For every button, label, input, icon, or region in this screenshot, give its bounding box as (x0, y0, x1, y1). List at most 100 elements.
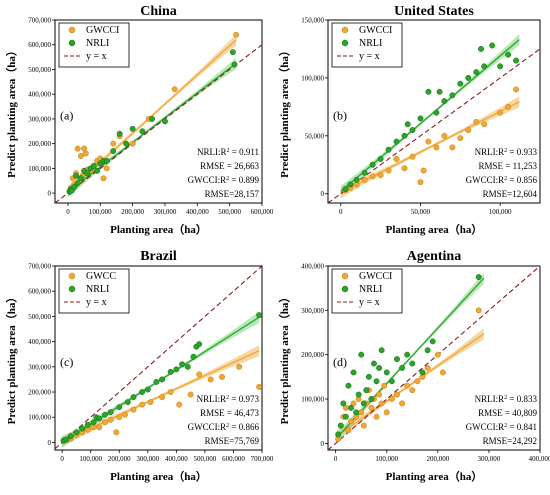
china-x-tick-label: 400,000 (186, 208, 209, 216)
united-states-legend-marker (341, 26, 349, 34)
china-x-tick-label: 600,000 (251, 208, 274, 216)
argentina-gwcci-point (376, 391, 383, 398)
united-states-y-axis-label: Predict planting area（ha） (278, 45, 291, 178)
brazil-gwcci-point (256, 384, 262, 390)
brazil-nrli-point (190, 353, 197, 360)
argentina-stat-annotation: GWCCI:R2 = 0.841 (466, 422, 537, 432)
brazil-stat-annotation: NRLI:R2 = 0.973 (197, 394, 260, 404)
argentina-nrli-point (371, 360, 377, 367)
argentina-legend-marker (341, 272, 349, 280)
china-y-tick-label: 100,000 (28, 165, 51, 173)
brazil-nrli-point (153, 378, 160, 385)
china-y-axis-label: Predict planting area（ha） (5, 45, 18, 178)
china-y-tick-label: 0 (48, 190, 52, 198)
brazil-gwcci-point (139, 401, 146, 408)
argentina-x-tick-label: 400,000 (529, 455, 550, 463)
united-states-gwcci-point (377, 172, 384, 179)
argentina-legend: GWCCI NRLI y = x (331, 268, 403, 314)
united-states-stat-annotation: RMSE = 11,253 (479, 161, 538, 171)
brazil-x-tick-label: 600,000 (222, 455, 245, 463)
united-states-gwcci-point (385, 167, 392, 174)
argentina-nrli-point (429, 338, 436, 345)
united-states-nrli-point (385, 146, 392, 153)
argentina-stat-annotation: RMSE = 40,809 (478, 408, 537, 418)
argentina-nrli-point (363, 387, 370, 394)
brazil-x-tick-label: 400,000 (165, 455, 188, 463)
argentina-panel-label: (d) (333, 355, 347, 369)
brazil-y-tick-label: 300,000 (28, 363, 51, 371)
argentina-x-tick-label: 0 (334, 455, 338, 463)
argentina-stat-annotation: NRLI:R2 = 0.833 (475, 394, 538, 404)
united-states-y-tick-label: 150,000 (301, 17, 324, 25)
china-y-tick-label: 200,000 (28, 140, 51, 148)
china-nrli-point (71, 183, 78, 190)
brazil-gwcci-point (116, 414, 123, 421)
united-states-stat-annotation: GWCCI:R2 = 0.856 (466, 175, 538, 185)
united-states-y-tick-label: 0 (321, 190, 325, 198)
argentina-gwcci-point (388, 396, 395, 402)
united-states-nrli-point (513, 57, 520, 64)
united-states-nrli-point (497, 63, 504, 70)
brazil-nrli-point (173, 366, 180, 373)
brazil-gwcci-point (122, 411, 128, 418)
united-states-nrli-point (505, 51, 512, 58)
brazil-gwcci-point (147, 399, 154, 406)
brazil-y-tick-label: 0 (48, 439, 52, 447)
brazil-gwcci-point (102, 419, 108, 426)
china-x-tick-label: 200,000 (121, 208, 144, 216)
argentina-y-tick-label: 400,000 (301, 263, 324, 271)
united-states-gwcci-point (417, 179, 424, 186)
united-states-gwcci-point (441, 132, 448, 139)
argentina-y-tick-label: 0 (321, 440, 325, 448)
argentina-y-tick-label: 200,000 (301, 351, 324, 359)
united-states-gwcci-point (481, 121, 488, 128)
brazil-y-axis-label: Predict planting area（ha） (5, 292, 18, 425)
brazil-x-tick-label: 300,000 (136, 455, 159, 463)
brazil-nrli-point (144, 386, 151, 393)
brazil-stat-annotation: RMSE = 46,473 (200, 408, 259, 418)
china-gwcci-point (103, 165, 110, 172)
united-states-nrli-point (409, 127, 416, 133)
china-gwcci-point (233, 31, 240, 38)
united-states-plot-area (328, 34, 540, 203)
china-legend-marker (68, 39, 76, 47)
brazil-panel-label: (c) (60, 355, 73, 369)
united-states-nrli-point (377, 156, 384, 162)
argentina-nrli-point (345, 382, 352, 389)
china-stat-annotation: NRLI:R2 = 0.911 (197, 147, 259, 157)
brazil-x-tick-label: 100,000 (79, 455, 102, 463)
china-x-tick-label: 100,000 (89, 208, 112, 216)
argentina-gwcci-point (350, 400, 357, 407)
china-nrli-point (110, 148, 117, 155)
united-states-nrli-point (436, 88, 443, 95)
brazil-gwcci-point (96, 424, 103, 431)
china-gwcci-point (171, 86, 178, 93)
argentina-nrli-point (365, 373, 372, 380)
argentina-gwcci-point (373, 413, 380, 420)
united-states-gwcci-point (513, 86, 520, 93)
brazil-gwcci-point (176, 401, 183, 408)
china-gwcci-point (74, 145, 81, 152)
argentina-x-tick-label: 100,000 (375, 455, 398, 463)
argentina-nrli-point (360, 400, 367, 407)
brazil-nrli-point (84, 421, 91, 428)
china-nrli-point (123, 140, 130, 147)
brazil-gwcci-point (107, 416, 114, 423)
united-states-legend-marker (341, 39, 349, 47)
brazil-nrli-point (116, 404, 123, 411)
argentina-nrli-point (340, 400, 347, 407)
united-states-stat-annotation: NRLI:R2 = 0.933 (475, 147, 538, 157)
brazil-y-tick-label: 700,000 (28, 263, 51, 271)
brazil-nrli-point (102, 411, 108, 418)
argentina-nrli-point (383, 369, 390, 376)
argentina-x-tick-label: 200,000 (426, 455, 449, 463)
united-states-nrli-point (347, 181, 354, 188)
china-stat-annotation: GWCCI:R2 = 0.899 (188, 175, 260, 185)
united-states-nrli-point (404, 121, 411, 128)
china-nrli-point (231, 61, 238, 68)
brazil-x-tick-label: 200,000 (108, 455, 131, 463)
united-states-title: United States (394, 4, 474, 19)
argentina-nrli-point (409, 360, 416, 367)
united-states-gwcci-point (473, 118, 480, 125)
argentina-gwcci-point (434, 351, 441, 358)
